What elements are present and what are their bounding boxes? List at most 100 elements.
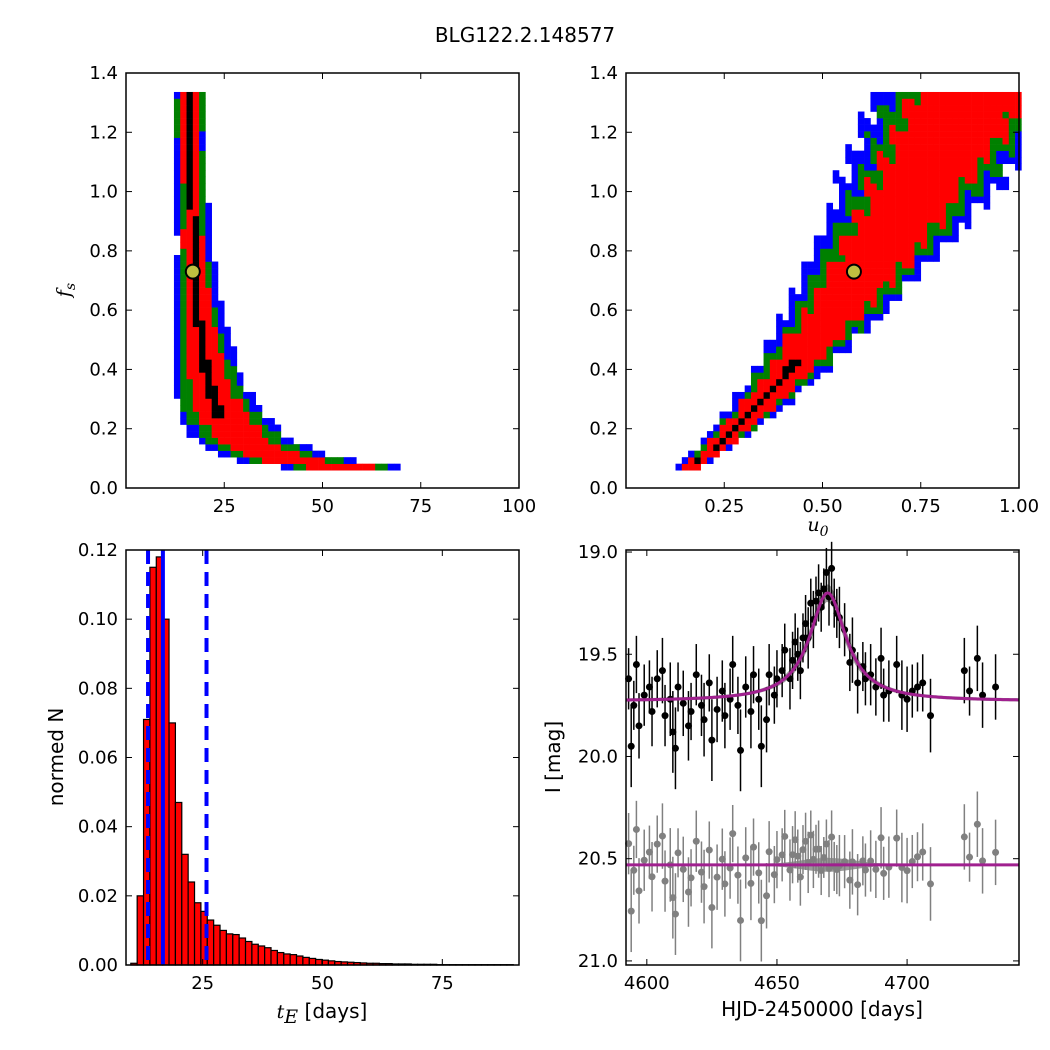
heatmap-cell bbox=[851, 255, 859, 262]
heatmap-cell bbox=[883, 163, 890, 171]
heatmap-cell bbox=[173, 391, 181, 399]
heatmap-cell bbox=[287, 444, 294, 451]
heatmap-cell bbox=[870, 300, 878, 308]
heatmap-cell bbox=[186, 209, 194, 217]
heatmap-cell bbox=[186, 137, 194, 145]
heatmap-cell bbox=[914, 111, 922, 119]
heatmap-cell bbox=[908, 261, 915, 269]
y-tick-label: 0.04 bbox=[78, 817, 118, 838]
residual-point bbox=[796, 873, 804, 881]
heatmap-cell bbox=[280, 463, 288, 471]
heatmap-cell bbox=[927, 137, 934, 145]
heatmap-cell bbox=[230, 365, 238, 373]
heatmap-cell bbox=[870, 228, 878, 236]
heatmap-cell bbox=[832, 281, 840, 288]
residual-point bbox=[893, 834, 901, 842]
data-point bbox=[979, 691, 987, 699]
data-point bbox=[773, 675, 781, 683]
heatmap-cell bbox=[996, 176, 1003, 184]
heatmap-cell bbox=[706, 457, 714, 464]
residual-point bbox=[625, 840, 633, 848]
data-point bbox=[679, 699, 687, 707]
heatmap-cell bbox=[851, 287, 859, 295]
heatmap-cell bbox=[211, 346, 219, 354]
heatmap-cell bbox=[813, 248, 821, 256]
x-tick-label: 0.50 bbox=[802, 496, 842, 517]
heatmap-cell bbox=[908, 189, 915, 197]
heatmap-cell bbox=[236, 372, 244, 380]
heatmap-cell bbox=[989, 105, 997, 112]
heatmap-cell bbox=[933, 196, 940, 204]
heatmap-cell bbox=[964, 105, 972, 112]
heatmap-cell bbox=[989, 137, 997, 145]
heatmap-cell bbox=[864, 157, 871, 165]
heatmap-cell bbox=[889, 274, 896, 282]
heatmap-cell bbox=[813, 320, 821, 328]
heatmap-cell bbox=[725, 411, 733, 419]
heatmap-cell bbox=[180, 372, 187, 380]
heatmap-cell bbox=[839, 339, 846, 347]
heatmap-cell bbox=[199, 326, 206, 334]
heatmap-cell bbox=[857, 176, 865, 184]
heatmap-cell bbox=[945, 98, 953, 106]
heatmap-cell bbox=[199, 261, 206, 269]
heatmap-cell bbox=[939, 196, 947, 204]
heatmap-cell bbox=[952, 150, 959, 158]
heatmap-cell bbox=[889, 189, 896, 197]
heatmap-cell bbox=[933, 248, 940, 256]
heatmap-cell bbox=[173, 255, 181, 262]
heatmap-cell bbox=[180, 326, 187, 334]
heatmap-cell bbox=[901, 222, 909, 230]
heatmap-cell bbox=[801, 300, 808, 308]
heatmap-cell bbox=[757, 372, 764, 380]
heatmap-cell bbox=[952, 91, 959, 99]
heatmap-cell bbox=[261, 437, 269, 445]
heatmap-cell bbox=[901, 144, 909, 151]
heatmap-cell bbox=[180, 274, 187, 282]
heatmap-cell bbox=[217, 359, 225, 367]
heatmap-cell bbox=[876, 98, 884, 106]
y-axis-label-sub: s bbox=[63, 283, 79, 290]
heatmap-cell bbox=[945, 202, 953, 210]
histogram-bar bbox=[181, 853, 189, 966]
residual-point bbox=[653, 840, 661, 848]
heatmap-cell bbox=[782, 385, 790, 393]
heatmap-cell bbox=[864, 163, 871, 171]
residual-point bbox=[755, 869, 763, 877]
histogram-bar bbox=[264, 947, 272, 966]
heatmap-cell bbox=[180, 313, 187, 321]
heatmap-cell bbox=[211, 300, 219, 308]
heatmap-cell bbox=[889, 215, 896, 223]
heatmap-cell bbox=[173, 144, 181, 151]
heatmap-cell bbox=[971, 150, 978, 158]
data-point bbox=[684, 722, 692, 730]
heatmap-cell bbox=[876, 241, 884, 249]
heatmap-cell bbox=[776, 346, 783, 354]
heatmap-cell bbox=[186, 196, 194, 204]
heatmap-cell bbox=[864, 183, 871, 191]
heatmap-cell bbox=[945, 157, 953, 165]
heatmap-cell bbox=[180, 378, 187, 386]
heatmap-cell bbox=[807, 372, 815, 380]
heatmap-cell bbox=[870, 274, 878, 282]
heatmap-cell bbox=[996, 111, 1003, 119]
heatmap-cell bbox=[211, 326, 219, 334]
heatmap-cell bbox=[700, 457, 708, 464]
heatmap-cell bbox=[895, 111, 903, 119]
heatmap-cell bbox=[920, 150, 928, 158]
heatmap-cell bbox=[180, 189, 187, 197]
heatmap-cell bbox=[180, 287, 187, 295]
heatmap-cell bbox=[293, 450, 301, 458]
heatmap-cell bbox=[192, 313, 200, 321]
heatmap-cell bbox=[180, 405, 187, 412]
y-tick-label: 0.8 bbox=[89, 241, 118, 262]
heatmap-cell bbox=[901, 98, 909, 106]
heatmap-cell bbox=[199, 98, 206, 106]
heatmap-cell bbox=[851, 248, 859, 256]
heatmap-cell bbox=[826, 202, 834, 210]
residual-point bbox=[861, 866, 869, 874]
heatmap-cell bbox=[964, 144, 972, 151]
heatmap-cell bbox=[186, 424, 194, 432]
y-tick-label: 0.2 bbox=[589, 419, 618, 440]
